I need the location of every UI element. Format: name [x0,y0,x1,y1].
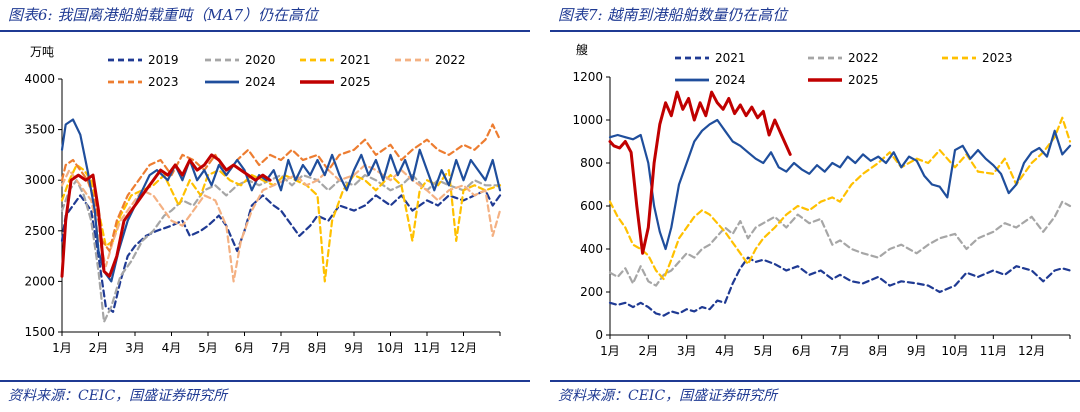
y-tick-label: 1200 [572,70,603,84]
right-source-rule [550,380,1080,382]
legend-label: 2021 [715,51,746,65]
series-line-2021 [608,256,1072,317]
left-source-note: 资料来源：CEIC，国盛证券研究所 [8,388,228,404]
x-tick-label: 9月 [344,341,364,355]
y-tick-label: 3500 [24,123,55,137]
left-chart-panel: 图表6: 我国离港船舶载重吨（MA7）仍在高位 万吨 1500 2000 2500 30… [0,0,530,412]
y-tick-label: 600 [580,199,603,213]
left-title-rule [0,30,530,32]
right-line-chart: 艘 0 200 400 600 800 1000 1200 1月 2月 3月 4月 5月 6月 7月 8月 9月… [572,42,1072,358]
series-line-2020 [60,174,502,323]
x-tick-label: 7月 [830,344,850,358]
y-unit-label: 万吨 [30,45,54,59]
legend-item-2023: 2023 [942,51,1013,65]
legend-label: 2020 [245,53,276,67]
x-tick-label: 3月 [125,341,145,355]
legend-label: 2021 [340,53,371,67]
x-tick-label: 6月 [235,341,255,355]
x-tick-label: 1月 [52,341,72,355]
series-line-2025 [608,90,792,255]
right-chart-panel: 图表7: 越南到港船舶数量仍在高位 艘 0 200 400 600 800 1000 1200… [550,0,1080,412]
series-line-2019 [60,189,502,313]
x-tick-label: 6月 [792,344,812,358]
x-tick-label: 9月 [907,344,927,358]
legend-item-2025: 2025 [300,75,371,89]
legend-label: 2025 [340,75,371,89]
y-tick-label: 400 [580,242,603,256]
legend-item-2022: 2022 [808,51,879,65]
x-tick-label: 10月 [377,341,404,355]
x-tick-label: 11月 [413,341,440,355]
series-line-2022 [608,200,1072,287]
x-tick-label: 7月 [271,341,291,355]
x-tick-label: 4月 [715,344,735,358]
legend-label: 2024 [715,73,746,87]
series-line-2024 [608,118,1072,251]
y-unit-label: 艘 [576,42,588,57]
series-line-2025 [60,153,272,278]
y-tick-label: 800 [580,156,603,170]
x-tick-label: 4月 [162,341,182,355]
x-tick-label: 1月 [600,344,620,358]
legend-item-2024: 2024 [205,75,276,89]
right-title-rule [550,30,1080,32]
legend-label: 2024 [245,75,276,89]
legend-item-2019: 2019 [108,53,179,67]
legend-item-2021: 2021 [675,51,746,65]
legend-item-2025: 2025 [808,73,879,87]
x-tick-label: 12月 [450,341,477,355]
right-source-note: 资料来源：CEIC，国盛证券研究所 [558,388,778,404]
series-line-2023 [60,123,502,253]
y-tick-label: 0 [595,328,603,342]
legend-label: 2023 [982,51,1013,65]
legend-label: 2023 [148,75,179,89]
x-tick-label: 8月 [308,341,328,355]
right-chart-title: 图表7: 越南到港船舶数量仍在高位 [558,6,788,24]
legend-item-2024: 2024 [675,73,746,87]
legend-item-2020: 2020 [205,53,276,67]
x-tick-label: 11月 [980,344,1007,358]
y-tick-label: 1000 [572,113,603,127]
x-tick-label: 5月 [198,341,218,355]
y-tick-label: 2500 [24,224,55,238]
x-tick-label: 2月 [639,344,659,358]
y-tick-label: 4000 [24,72,55,86]
x-tick-label: 5月 [754,344,774,358]
x-tick-label: 10月 [941,344,968,358]
legend-label: 2019 [148,53,179,67]
legend-label: 2022 [848,51,879,65]
legend-label: 2022 [435,53,466,67]
left-line-chart: 万吨 1500 2000 2500 3000 3500 4000 1月 2月 3月 4月 5月 6月 7月… [24,45,502,355]
x-tick-label: 2月 [89,341,109,355]
series-line-2022 [60,163,502,283]
x-tick-label: 3月 [677,344,697,358]
legend-item-2023: 2023 [108,75,179,89]
y-tick-label: 200 [580,285,603,299]
y-tick-label: 1500 [24,325,55,339]
series-line-2023 [608,116,1072,281]
x-tick-label: 12月 [1018,344,1045,358]
y-tick-label: 2000 [24,274,55,288]
series-line-2024 [60,118,502,283]
legend-item-2021: 2021 [300,53,371,67]
left-source-rule [0,380,530,382]
y-tick-label: 3000 [24,173,55,187]
x-tick-label: 8月 [869,344,889,358]
legend-label: 2025 [848,73,879,87]
legend-item-2022: 2022 [395,53,466,67]
left-chart-title: 图表6: 我国离港船舶载重吨（MA7）仍在高位 [8,6,319,24]
